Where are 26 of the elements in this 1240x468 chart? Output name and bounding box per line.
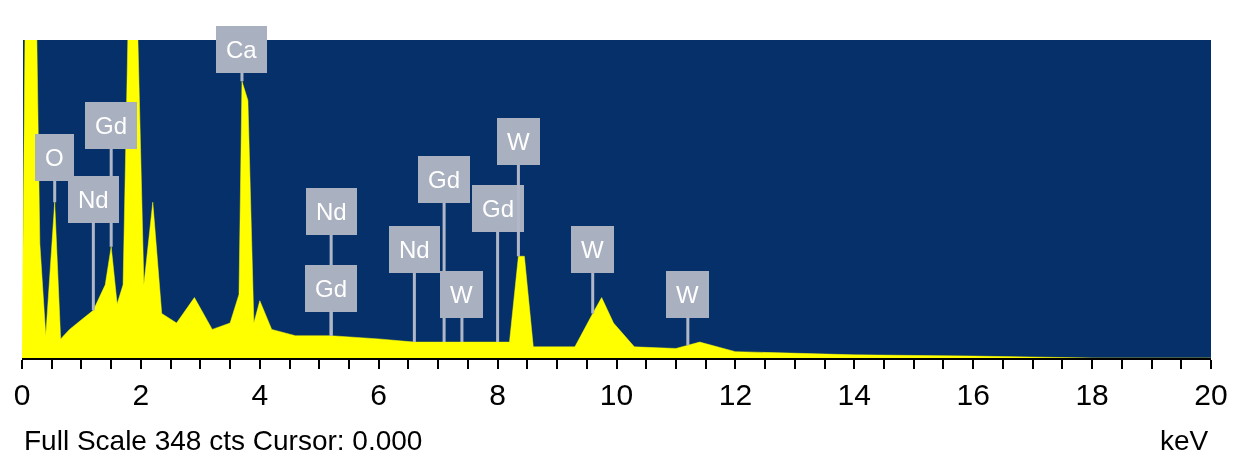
- annotation: Nd: [399, 236, 430, 263]
- x-tick-label: 10: [599, 378, 634, 411]
- annotation: W: [450, 281, 473, 308]
- annotation: Gd: [315, 275, 348, 302]
- annotation: W: [676, 281, 699, 308]
- x-tick-label: 2: [132, 378, 150, 411]
- x-axis-title: keV: [1160, 425, 1209, 456]
- x-tick-label: 4: [251, 378, 269, 411]
- x-tick-label: 16: [956, 378, 990, 411]
- annotation: O: [45, 144, 64, 171]
- annotation: W: [581, 236, 604, 263]
- annotation: Gd: [95, 112, 128, 139]
- x-tick-label: 18: [1075, 378, 1109, 411]
- text: Full Scale 348 cts Cursor: 0.000: [24, 425, 423, 456]
- annotation: Gd: [428, 166, 461, 193]
- annotation: Nd: [316, 198, 347, 225]
- x-tick-label: 6: [370, 378, 388, 411]
- x-tick-label: 14: [837, 378, 871, 411]
- x-tick-label: 12: [718, 378, 753, 411]
- annotation: Nd: [78, 186, 109, 213]
- annotation: Ca: [226, 36, 258, 63]
- annotation: W: [507, 128, 530, 155]
- x-tick-label: 8: [489, 378, 506, 411]
- x-tick-label: 0: [13, 378, 31, 411]
- x-tick-label: 20: [1194, 378, 1228, 411]
- annotation: Gd: [482, 195, 515, 222]
